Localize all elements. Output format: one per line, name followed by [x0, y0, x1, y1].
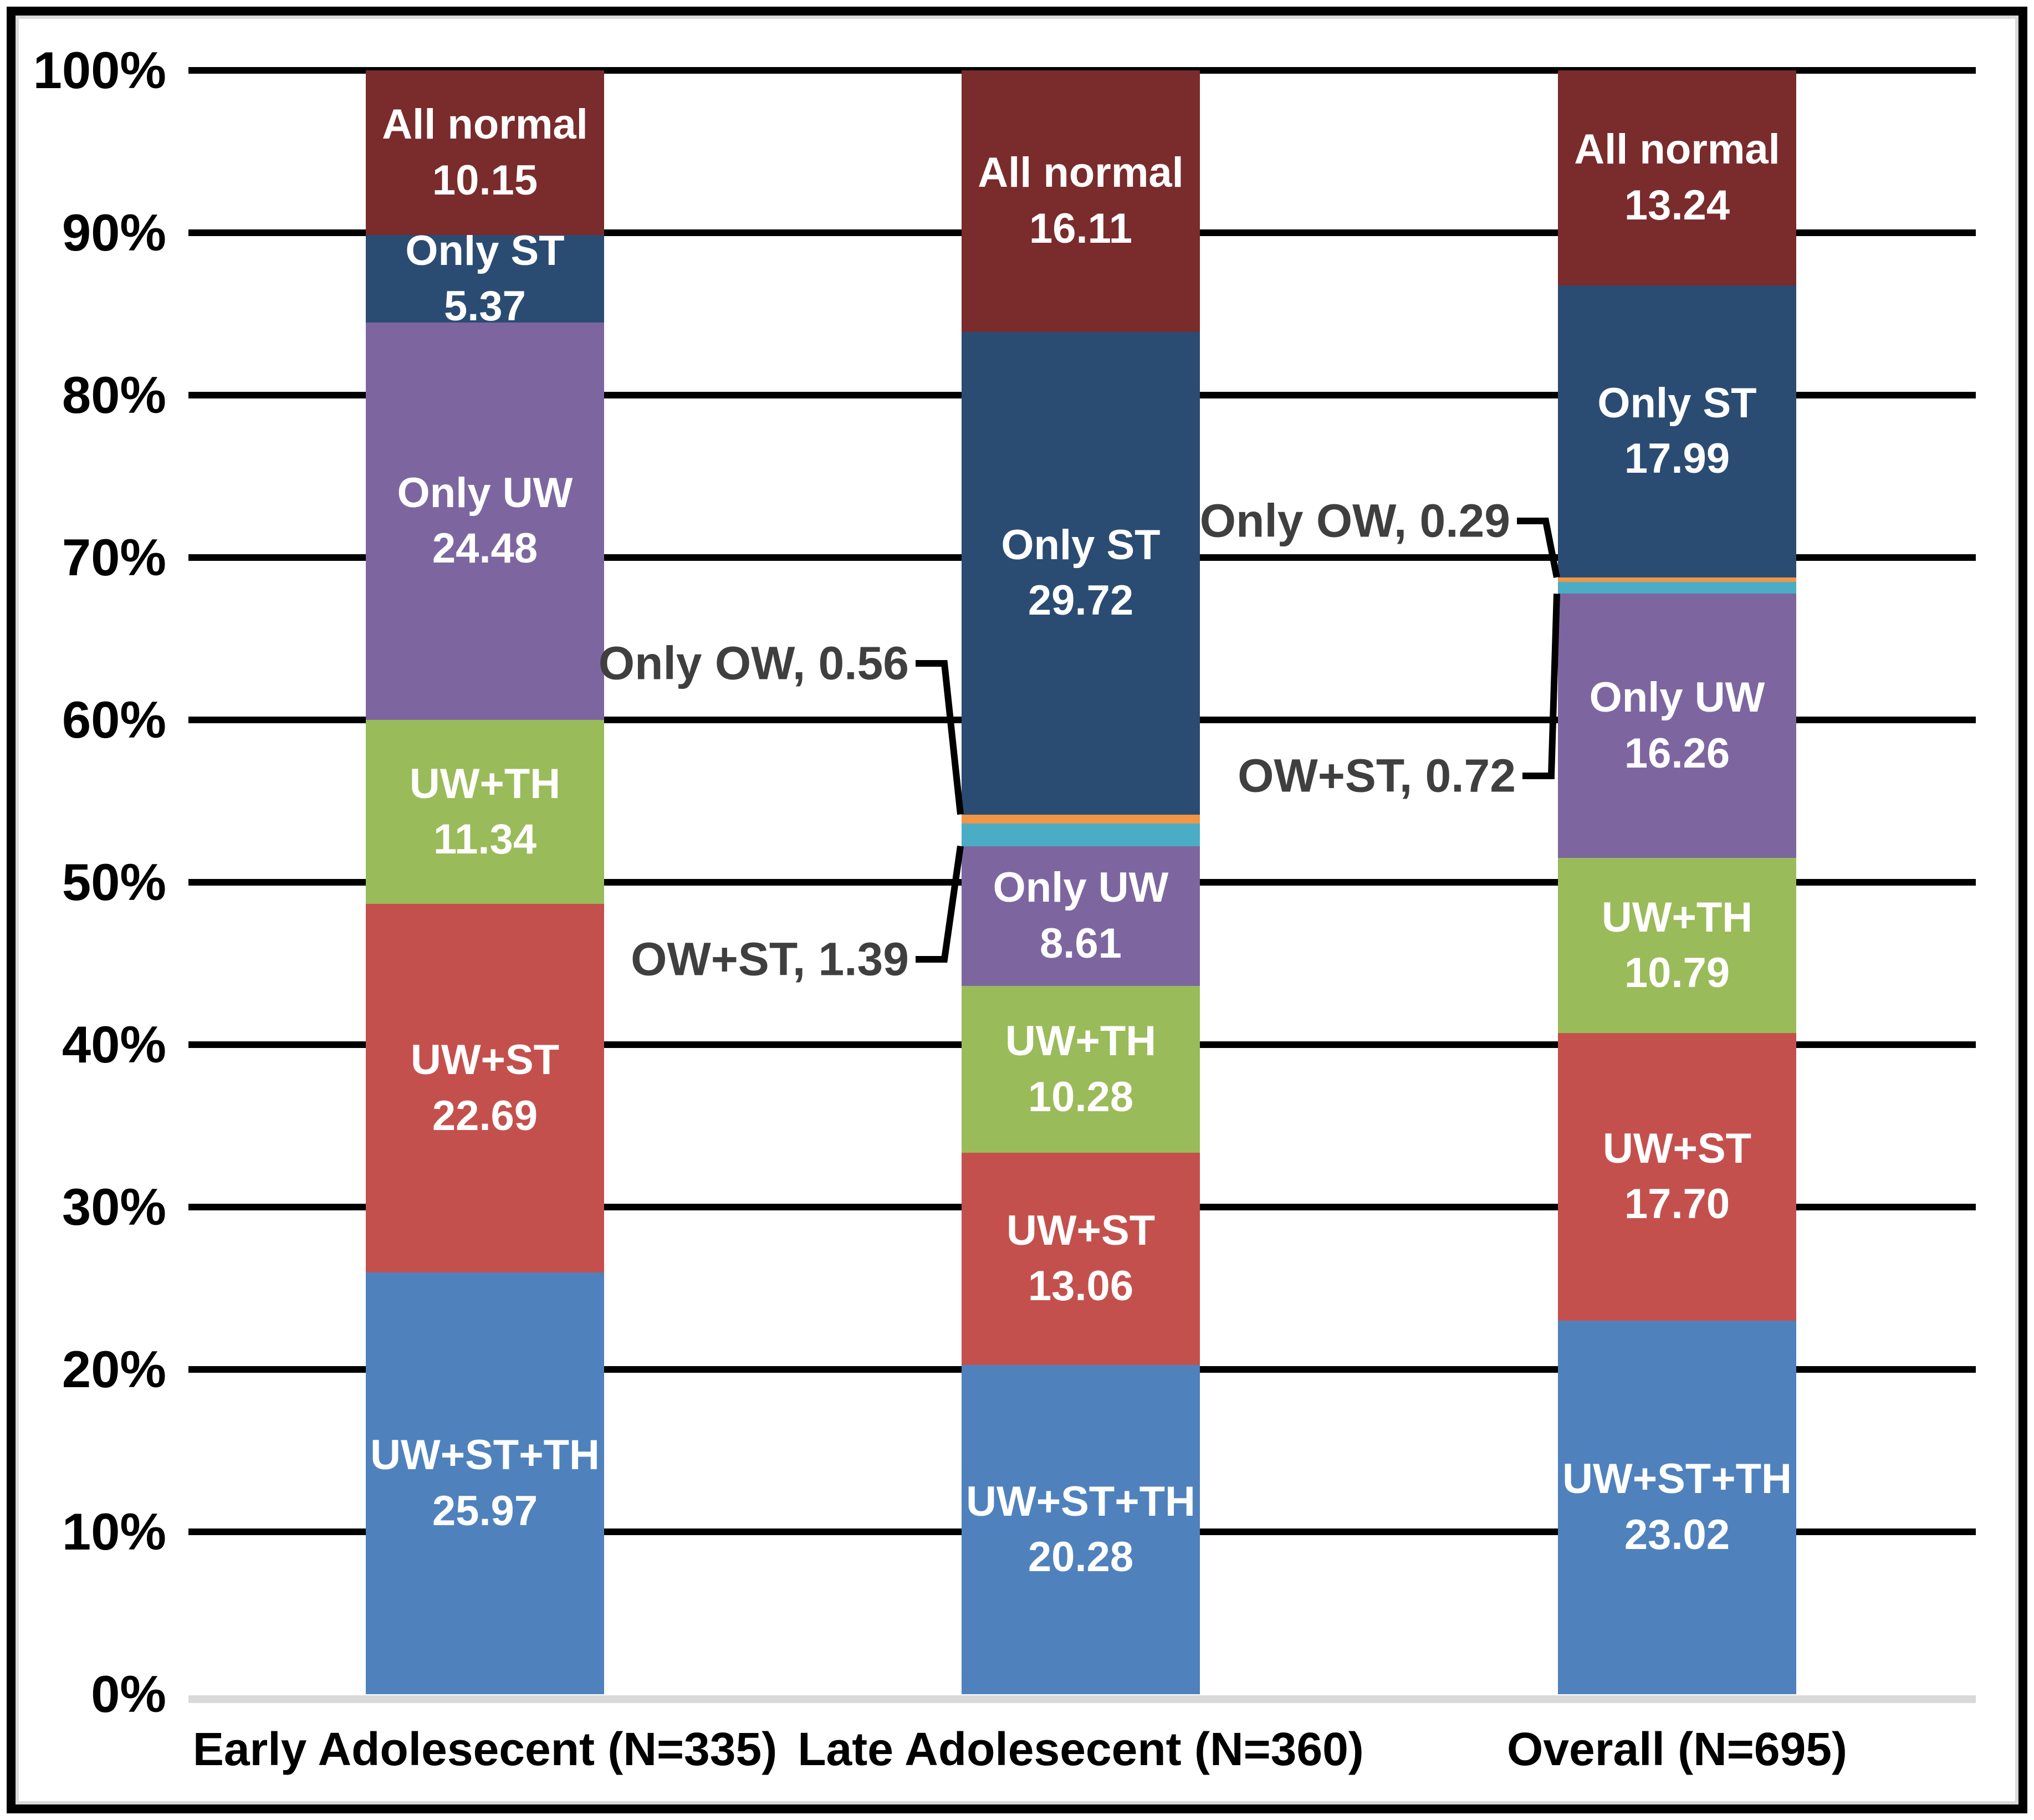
segment-value: 11.34 — [433, 816, 536, 863]
x-axis-line — [188, 1695, 1976, 1703]
bar-segment-only-uw-cat0: Only UW 24.48 — [366, 322, 604, 720]
segment-value: 25.97 — [432, 1487, 538, 1535]
segment-label: Only UW 16.26 — [1558, 594, 1796, 857]
segment-value: 16.11 — [1029, 205, 1132, 252]
y-axis-tick-label: 70% — [62, 528, 166, 586]
segment-series-name: Only UW — [1589, 674, 1765, 722]
bar-segment-only-st-cat0: Only ST 5.37 — [366, 227, 604, 330]
bar-segment-uw-st-th-cat0: UW+ST+TH 25.97 — [366, 1272, 604, 1694]
callout-label-ow-st: OW+ST, 0.72 — [1238, 749, 1516, 802]
bar-segment-uw-th-cat1: UW+TH 10.28 — [962, 985, 1200, 1153]
segment-value: 23.02 — [1624, 1511, 1730, 1558]
segment-label: UW+TH 10.28 — [962, 986, 1200, 1153]
bar-segment-only-uw-cat2: Only UW 16.26 — [1558, 594, 1796, 858]
segment-label: UW+TH 11.34 — [366, 720, 604, 904]
y-axis-tick-label: 20% — [62, 1340, 166, 1398]
y-axis-tick-label: 50% — [62, 853, 166, 911]
segment-series-name: UW+TH — [1005, 1018, 1157, 1065]
y-axis-tick-label: 40% — [62, 1015, 166, 1073]
segment-label: UW+ST 17.70 — [1558, 1033, 1796, 1321]
segment-series-name: All normal — [1574, 126, 1780, 173]
y-axis-tick-label: 100% — [33, 41, 166, 99]
bar-segment-only-ow-cat2 — [1558, 577, 1796, 582]
segment-label: UW+ST 22.69 — [366, 904, 604, 1272]
bar-segment-uw-th-cat2: UW+TH 10.79 — [1558, 857, 1796, 1033]
bar-segment-only-st-cat1: Only ST 29.72 — [962, 331, 1200, 815]
bar-segment-all-normal-cat1: All normal 16.11 — [962, 70, 1200, 332]
segment-value: 13.06 — [1028, 1262, 1134, 1310]
segment-series-name: All normal — [978, 149, 1184, 197]
bar-segment-uw-st-cat1: UW+ST 13.06 — [962, 1153, 1200, 1365]
callout-label-ow-st: OW+ST, 1.39 — [631, 933, 909, 985]
segment-series-name: UW+ST — [410, 1036, 560, 1084]
segment-value: 22.69 — [432, 1092, 538, 1139]
segment-label: Only ST 5.37 — [366, 227, 604, 330]
segment-series-name: UW+ST+TH — [370, 1432, 600, 1479]
segment-series-name: UW+TH — [409, 760, 561, 807]
callout-label-only-ow: Only OW, 0.29 — [1199, 494, 1510, 547]
bar-segment-only-ow-cat1 — [962, 814, 1200, 824]
segment-series-name: Only ST — [1001, 521, 1161, 569]
segment-value: 13.24 — [1624, 181, 1730, 229]
y-axis-tick-label: 90% — [62, 203, 166, 262]
segment-series-name: UW+ST — [1602, 1124, 1752, 1172]
segment-label: Only UW 24.48 — [366, 323, 604, 720]
segment-value: 10.79 — [1624, 949, 1730, 996]
segment-label: UW+ST+TH 25.97 — [366, 1272, 604, 1694]
segment-label: All normal 10.15 — [366, 70, 604, 235]
segment-series-name: UW+ST+TH — [966, 1478, 1195, 1525]
bar-segment-uw-st-th-cat2: UW+ST+TH 23.02 — [1558, 1320, 1796, 1694]
y-axis-tick-label: 80% — [62, 366, 166, 424]
segment-label: All normal 16.11 — [962, 70, 1200, 332]
segment-value: 17.70 — [1624, 1180, 1730, 1228]
y-axis-tick-label: 0% — [91, 1665, 166, 1723]
bar-segment-uw-th-cat0: UW+TH 11.34 — [366, 720, 604, 904]
bar-segment-ow-st-cat1 — [962, 823, 1200, 846]
segment-value: 10.15 — [432, 156, 538, 204]
x-axis-category-label: Late Adolesecent (N=360) — [798, 1723, 1364, 1775]
segment-label: UW+ST+TH 20.28 — [962, 1365, 1200, 1694]
y-axis-tick-label: 10% — [62, 1502, 166, 1561]
bar-segment-all-normal-cat2: All normal 13.24 — [1558, 70, 1796, 285]
segment-label: All normal 13.24 — [1558, 70, 1796, 285]
segment-value: 10.28 — [1028, 1073, 1134, 1121]
bar-segment-uw-st-cat2: UW+ST 17.70 — [1558, 1032, 1796, 1321]
x-axis-category-label: Overall (N=695) — [1506, 1723, 1847, 1775]
bar-segment-only-uw-cat1: Only UW 8.61 — [962, 846, 1200, 986]
bar-segment-only-st-cat2: Only ST 17.99 — [1558, 285, 1796, 577]
segment-series-name: UW+ST — [1006, 1207, 1156, 1255]
callout-label-only-ow: Only OW, 0.56 — [598, 637, 909, 689]
bar-segment-ow-st-cat2 — [1558, 582, 1796, 594]
segment-value: 8.61 — [1040, 919, 1122, 967]
segment-series-name: Only UW — [993, 864, 1169, 912]
bar-segment-uw-st-th-cat1: UW+ST+TH 20.28 — [962, 1364, 1200, 1694]
segment-value: 17.99 — [1624, 435, 1730, 483]
bar-segment-all-normal-cat0: All normal 10.15 — [366, 70, 604, 236]
segment-series-name: UW+ST+TH — [1562, 1455, 1792, 1503]
segment-label: UW+TH 10.79 — [1558, 858, 1796, 1033]
segment-series-name: Only UW — [397, 469, 573, 517]
y-axis-tick-label: 60% — [62, 691, 166, 749]
segment-label: UW+ST+TH 23.02 — [1558, 1321, 1796, 1694]
segment-label: Only UW 8.61 — [962, 846, 1200, 986]
segment-value: 5.37 — [444, 283, 526, 330]
y-axis-tick-label: 30% — [62, 1178, 166, 1236]
segment-series-name: All normal — [382, 101, 588, 149]
segment-value: 24.48 — [432, 525, 538, 572]
segment-series-name: UW+TH — [1601, 893, 1753, 941]
segment-value: 16.26 — [1624, 729, 1730, 777]
segment-value: 29.72 — [1028, 577, 1134, 625]
segment-value: 20.28 — [1028, 1533, 1134, 1581]
segment-label: Only ST 17.99 — [1558, 285, 1796, 577]
bar-segment-uw-st-cat0: UW+ST 22.69 — [366, 904, 604, 1273]
segment-label: Only ST 29.72 — [962, 332, 1200, 815]
x-axis-category-label: Early Adolesecent (N=335) — [192, 1723, 778, 1775]
chart-outer-frame — [7, 7, 2027, 1813]
segment-label: UW+ST 13.06 — [962, 1153, 1200, 1365]
segment-series-name: Only ST — [1597, 379, 1757, 427]
